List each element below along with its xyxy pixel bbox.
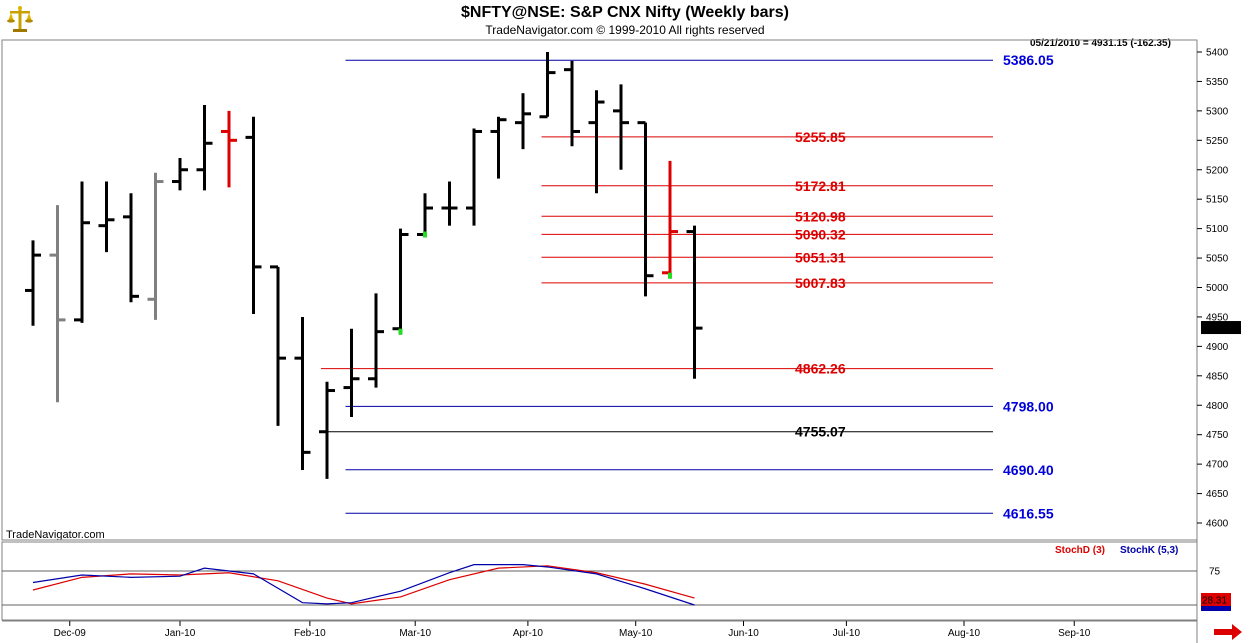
- y-tick-label: 4700: [1206, 460, 1229, 471]
- osc-series-line: [32, 564, 695, 606]
- signal-marker: [668, 272, 672, 279]
- ohlc-bar: [49, 205, 66, 403]
- x-tick-label: Jan-10: [165, 628, 196, 639]
- scroll-right-arrow-icon: [1214, 624, 1242, 640]
- x-tick-label: Aug-10: [948, 628, 981, 639]
- price-readout: 05/21/2010 = 4931.15 (-162.35): [1030, 38, 1171, 49]
- osc-last-tag-k: [1201, 606, 1231, 611]
- ohlc-bar: [368, 293, 384, 388]
- ohlc-bar: [245, 116, 262, 314]
- x-tick-label: Jul-10: [833, 628, 861, 639]
- ohlc-bar: [637, 121, 654, 297]
- y-tick-label: 4850: [1206, 371, 1229, 382]
- ohlc-bar: [123, 193, 139, 303]
- last-price-label: 4931.15: [1203, 324, 1240, 335]
- x-tick-label: May-10: [619, 628, 653, 639]
- y-tick-label: 4950: [1206, 312, 1229, 323]
- ohlc-bar: [588, 90, 605, 194]
- osc-tick-label: 75: [1209, 567, 1221, 578]
- level-label: 4616.55: [1003, 505, 1054, 521]
- osc-legend-entry: StochD (3): [1055, 545, 1105, 556]
- osc-last-tag: [1201, 593, 1231, 606]
- y-tick-label: 5150: [1206, 195, 1229, 206]
- last-price-tag: [1201, 321, 1241, 335]
- ohlc-bar: [294, 316, 311, 471]
- level-label: 5255.85: [795, 129, 846, 145]
- ohlc-bar: [221, 110, 237, 188]
- ohlc-bar: [319, 381, 335, 479]
- ohlc-bar: [270, 265, 286, 426]
- ohlc-bar: [686, 225, 703, 379]
- signal-marker: [398, 328, 403, 335]
- y-tick-label: 5300: [1206, 106, 1229, 117]
- ohlc-bar: [539, 52, 556, 119]
- x-tick-label: Jun-10: [728, 628, 759, 639]
- y-tick-label: 5100: [1206, 224, 1229, 235]
- y-tick-label: 5350: [1206, 77, 1229, 88]
- ohlc-bar: [515, 93, 531, 150]
- ohlc-bar: [172, 157, 188, 191]
- level-label: 5172.81: [795, 178, 846, 194]
- y-tick-label: 5250: [1206, 136, 1229, 147]
- x-tick-label: Sep-10: [1058, 628, 1091, 639]
- x-tick-label: Feb-10: [294, 628, 326, 639]
- x-tick-label: Apr-10: [513, 628, 543, 639]
- ohlc-bar: [98, 181, 115, 253]
- ohlc-bar: [613, 84, 629, 170]
- ohlc-bar: [662, 160, 678, 276]
- chart-title: $NFTY@NSE: S&P CNX Nifty (Weekly bars): [461, 4, 789, 21]
- ohlc-bar: [147, 172, 164, 320]
- signal-marker: [423, 231, 427, 238]
- osc-legend-entry: StochK (5,3): [1120, 545, 1178, 556]
- level-label: 4690.40: [1003, 462, 1054, 478]
- y-tick-label: 4650: [1206, 489, 1229, 500]
- level-label: 5386.05: [1003, 52, 1054, 68]
- y-tick-label: 4800: [1206, 401, 1229, 412]
- level-label: 4798.00: [1003, 398, 1054, 414]
- x-tick-label: Dec-09: [54, 628, 87, 639]
- y-tick-label: 4600: [1206, 519, 1229, 530]
- ohlc-bar: [466, 128, 482, 226]
- y-tick-label: 4750: [1206, 430, 1229, 441]
- ohlc-bar: [490, 116, 507, 179]
- ohlc-bar: [392, 228, 409, 335]
- y-tick-label: 5400: [1206, 48, 1229, 59]
- watermark-text: TradeNavigator.com: [6, 529, 105, 541]
- ohlc-bar: [417, 193, 433, 237]
- oscillator-panel-frame: [1, 541, 1198, 621]
- level-label: 5120.98: [795, 208, 846, 224]
- ohlc-bar: [25, 240, 41, 326]
- ohlc-bar: [74, 181, 90, 323]
- level-label: 5007.83: [795, 275, 846, 291]
- gold-scales-logo-icon: [4, 3, 36, 35]
- y-tick-label: 4900: [1206, 342, 1229, 353]
- osc-last-label: 28.31: [1202, 596, 1227, 607]
- ohlc-bar: [196, 104, 213, 191]
- y-tick-label: 5200: [1206, 165, 1229, 176]
- x-tick-label: Mar-10: [399, 628, 431, 639]
- ohlc-bar: [564, 60, 580, 147]
- y-tick-label: 5050: [1206, 254, 1229, 265]
- level-label: 4755.07: [795, 424, 846, 440]
- osc-series-line: [32, 565, 695, 605]
- level-label: 4862.26: [795, 361, 846, 377]
- ohlc-bar: [441, 181, 458, 226]
- ohlc-bar: [343, 328, 360, 418]
- level-label: 5090.32: [795, 226, 846, 242]
- level-label: 5051.31: [795, 249, 846, 265]
- chart-subtitle: TradeNavigator.com © 1999-2010 All right…: [485, 23, 765, 37]
- y-tick-label: 5000: [1206, 283, 1229, 294]
